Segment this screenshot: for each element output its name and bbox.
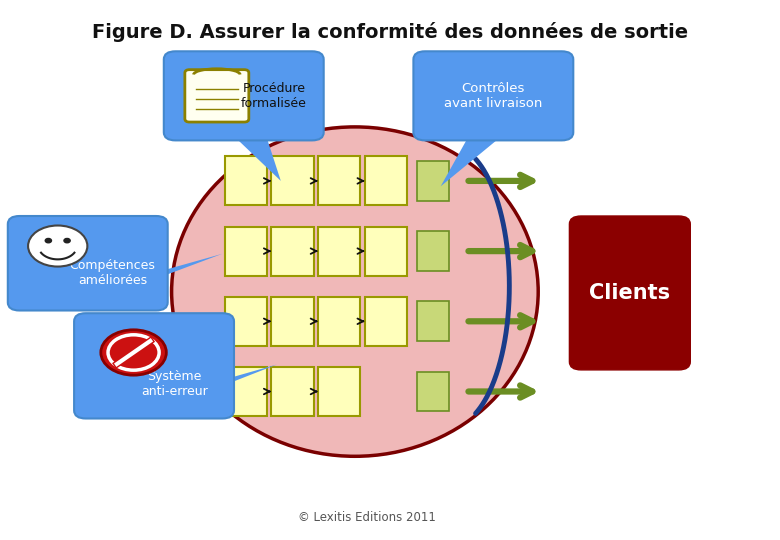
FancyBboxPatch shape — [365, 157, 407, 205]
Ellipse shape — [172, 127, 538, 456]
FancyBboxPatch shape — [8, 216, 168, 310]
Text: Compétences
améliorées: Compétences améliorées — [69, 259, 155, 287]
FancyBboxPatch shape — [417, 231, 448, 271]
Circle shape — [45, 239, 51, 243]
Polygon shape — [135, 364, 277, 405]
FancyBboxPatch shape — [318, 296, 360, 346]
Polygon shape — [441, 127, 513, 186]
Text: Système
anti-erreur: Système anti-erreur — [141, 370, 208, 397]
Circle shape — [28, 226, 87, 267]
FancyBboxPatch shape — [318, 367, 360, 416]
FancyBboxPatch shape — [413, 51, 573, 140]
Polygon shape — [69, 254, 222, 297]
FancyBboxPatch shape — [365, 296, 407, 346]
Text: Clients: Clients — [589, 283, 671, 303]
Circle shape — [64, 239, 70, 243]
FancyBboxPatch shape — [417, 161, 448, 201]
FancyBboxPatch shape — [74, 313, 234, 418]
FancyBboxPatch shape — [164, 51, 324, 140]
Polygon shape — [225, 127, 281, 181]
FancyBboxPatch shape — [365, 226, 407, 275]
Text: Contrôles
avant livraison: Contrôles avant livraison — [444, 82, 543, 110]
FancyBboxPatch shape — [271, 367, 314, 416]
FancyBboxPatch shape — [271, 226, 314, 275]
Text: Procédure
formalisée: Procédure formalisée — [241, 82, 307, 110]
Text: Figure D. Assurer la conformité des données de sortie: Figure D. Assurer la conformité des donn… — [92, 22, 688, 42]
FancyBboxPatch shape — [318, 157, 360, 205]
FancyBboxPatch shape — [225, 367, 267, 416]
FancyBboxPatch shape — [569, 216, 690, 370]
FancyBboxPatch shape — [225, 157, 267, 205]
FancyBboxPatch shape — [225, 296, 267, 346]
FancyBboxPatch shape — [318, 226, 360, 275]
FancyBboxPatch shape — [417, 372, 448, 411]
Text: © Lexitis Editions 2011: © Lexitis Editions 2011 — [298, 511, 435, 524]
FancyBboxPatch shape — [417, 301, 448, 341]
FancyBboxPatch shape — [225, 226, 267, 275]
Circle shape — [101, 330, 166, 375]
FancyBboxPatch shape — [185, 70, 249, 122]
FancyBboxPatch shape — [271, 157, 314, 205]
FancyBboxPatch shape — [271, 296, 314, 346]
